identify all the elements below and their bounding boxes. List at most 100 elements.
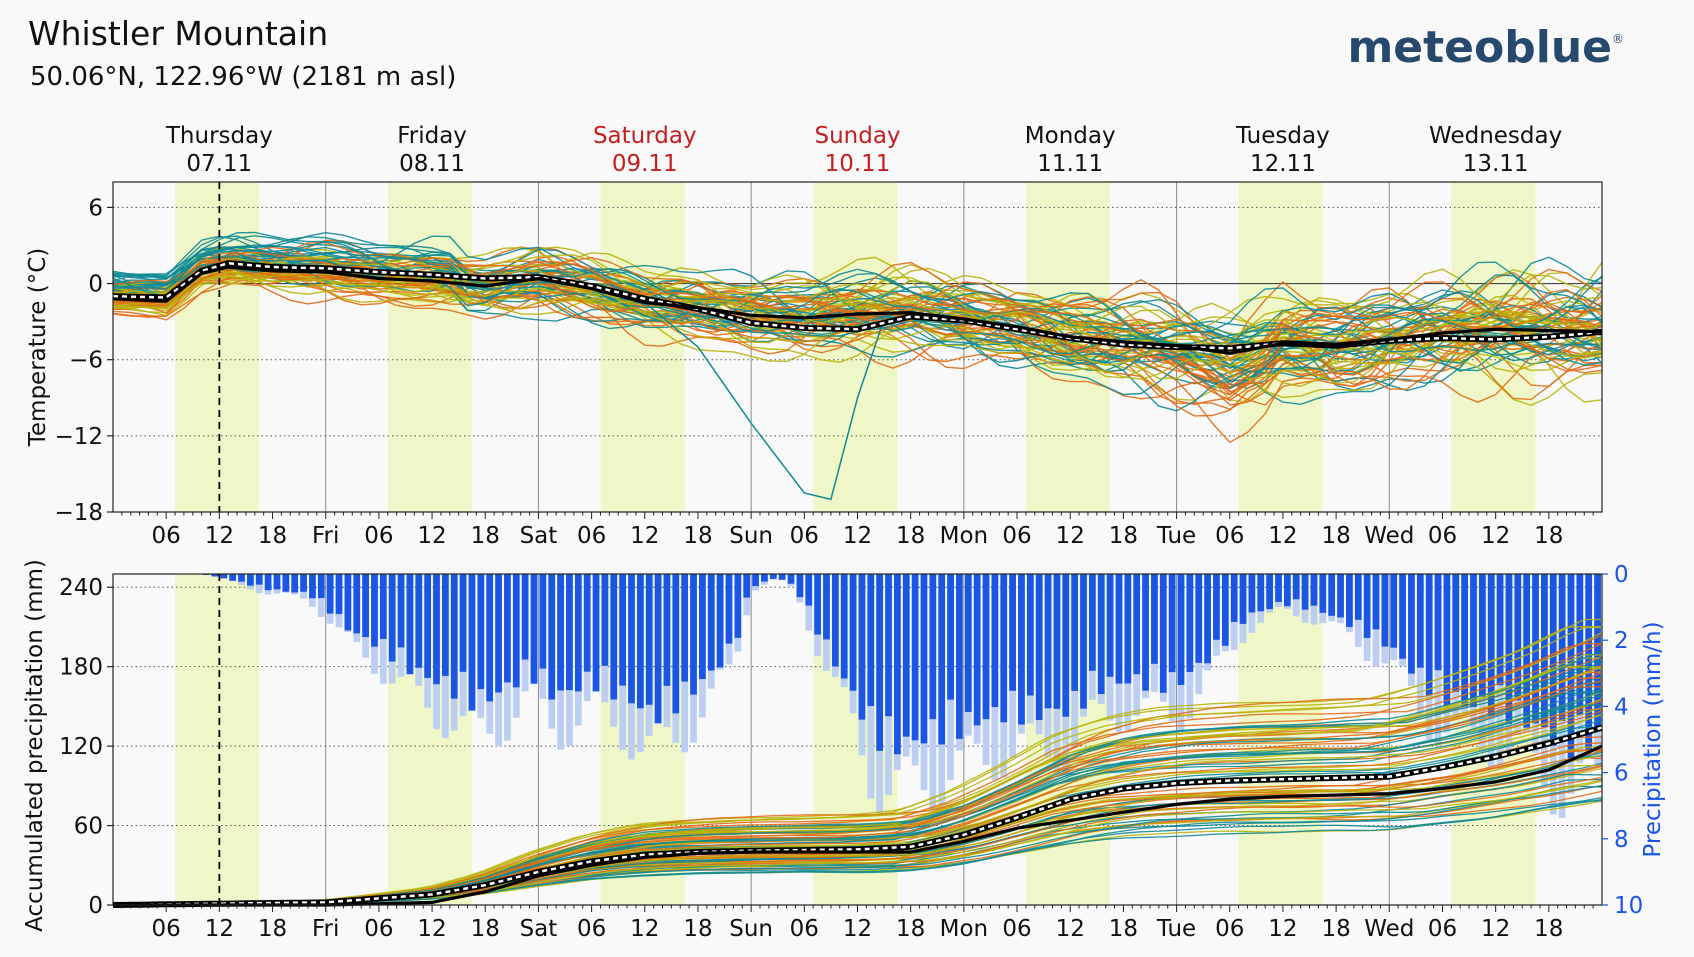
precipitation-xtick-label: 12 [630, 916, 659, 942]
precipitation-bar [388, 574, 396, 662]
precipitation-bar [1097, 574, 1105, 695]
temperature-xtick-label: Sun [729, 523, 773, 549]
precipitation-bar [1026, 574, 1034, 696]
precipitation-bar [1549, 574, 1557, 746]
temperature-ensemble-line [112, 251, 1603, 376]
precipitation-bar [761, 574, 768, 582]
precipitation-bar [1071, 574, 1079, 691]
precipitation-bar [929, 574, 937, 720]
precipitation-bar [1319, 574, 1327, 613]
precipitation-bar [424, 574, 432, 678]
precipitation-bar [849, 574, 857, 691]
brand-name: meteoblue [1347, 22, 1612, 73]
precipitation-bar [1142, 574, 1149, 691]
brand-registered-mark: ® [1612, 32, 1624, 46]
precipitation-bar [539, 574, 547, 669]
precipitation-bar [716, 574, 724, 668]
precipitation-bar [282, 574, 290, 592]
precipitation-bar [353, 574, 361, 634]
precipitation-bar [1558, 574, 1566, 722]
precipitation-bar [1168, 574, 1176, 673]
precipitation-bar [734, 574, 742, 638]
temperature-ytick-label: −12 [54, 424, 103, 450]
precipitation-bar [1266, 574, 1274, 610]
precipitation-right-ytick-label: 2 [1614, 628, 1629, 654]
precipitation-xtick-label: Fri [312, 916, 339, 942]
day-date-label: 13.11 [1463, 151, 1529, 177]
temperature-ensemble-line [112, 269, 1603, 366]
temperature-daylight-band [387, 182, 472, 512]
precipitation-bar [1354, 574, 1362, 620]
precipitation-axis-label: Accumulated precipitation (mm) [22, 559, 48, 932]
temperature-xtick-label: 12 [630, 523, 659, 549]
precipitation-bar [796, 574, 804, 598]
temperature-xtick-label: Mon [940, 523, 989, 549]
precipitation-bar [1018, 574, 1025, 725]
temperature-panel: 6 0 −6 −12 −18 Temperature (°C) 06 12 18 Fri 06 12 1… [25, 123, 1603, 549]
precipitation-bar [690, 574, 697, 695]
precipitation-xtick-label: 18 [896, 916, 925, 942]
precipitation-bar [468, 574, 476, 711]
day-name-label: Saturday [593, 123, 697, 149]
precipitation-xtick-label: Sun [729, 916, 773, 942]
precipitation-bar [1434, 574, 1442, 671]
precipitation-bar [512, 574, 520, 688]
precipitation-bar [840, 574, 848, 679]
temperature-ytick-label: 6 [88, 195, 103, 221]
precipitation-bar [1177, 574, 1185, 685]
precipitation-right-ytick-label: 0 [1614, 562, 1629, 588]
precipitation-bar [309, 574, 316, 599]
precipitation-bar [238, 574, 245, 582]
precipitation-bar [229, 574, 237, 581]
precipitation-xtick-label: 18 [1534, 916, 1563, 942]
temperature-xtick-label: 06 [152, 523, 181, 549]
temperature-xtick-label: 18 [683, 523, 712, 549]
precipitation-bar [1009, 574, 1016, 691]
precipitation-bar [1496, 574, 1504, 686]
precipitation-xtick-label: 06 [790, 916, 819, 942]
temperature-xtick-label: 18 [1321, 523, 1350, 549]
day-date-label: 10.11 [825, 151, 891, 177]
temperature-xtick-label: 06 [1215, 523, 1244, 549]
temperature-xtick-label: 06 [790, 523, 819, 549]
precipitation-xtick-label: 06 [364, 916, 393, 942]
precipitation-bar [725, 574, 733, 644]
precipitation-xtick-label: 18 [258, 916, 287, 942]
precipitation-bar [477, 574, 485, 690]
precipitation-bar [521, 574, 529, 660]
precipitation-bar [379, 574, 387, 639]
day-date-label: 12.11 [1250, 151, 1316, 177]
precipitation-bar [938, 574, 946, 745]
precipitation-xtick-label: 12 [1268, 916, 1297, 942]
temperature-xtick-label: 18 [1534, 523, 1563, 549]
temperature-xtick-label: 18 [471, 523, 500, 549]
precipitation-bar [548, 574, 556, 700]
precipitation-bar [344, 574, 352, 631]
temperature-ytick-label: 0 [88, 272, 103, 298]
precipitation-ytick-label: 120 [59, 734, 103, 760]
precipitation-bar [823, 574, 830, 640]
precipitation-bar [291, 574, 299, 593]
precipitation-bar [1062, 574, 1070, 717]
precipitation-bar [247, 574, 254, 586]
precipitation-bar [1124, 574, 1132, 684]
precipitation-bar [441, 574, 449, 676]
precipitation-bar [406, 574, 414, 675]
precipitation-bar [787, 574, 795, 584]
day-name-label: Friday [397, 123, 467, 149]
temperature-xtick-label: 18 [896, 523, 925, 549]
precipitation-xtick-label: 06 [152, 916, 181, 942]
temperature-xtick-label: 06 [364, 523, 393, 549]
precipitation-bar [858, 574, 866, 720]
precipitation-mean-line [113, 744, 1603, 907]
temperature-axis-label: Temperature (°C) [25, 248, 51, 448]
precipitation-bar [982, 574, 990, 720]
precipitation-xtick-label: 12 [843, 916, 872, 942]
day-name-label: Wednesday [1429, 123, 1562, 149]
temperature-xtick-label: 12 [1481, 523, 1510, 549]
precipitation-bar [743, 574, 751, 598]
precipitation-bar [362, 574, 369, 637]
precipitation-bar [1372, 574, 1380, 630]
precipitation-bar [317, 574, 325, 599]
precipitation-xtick-label: Wed [1364, 916, 1414, 942]
